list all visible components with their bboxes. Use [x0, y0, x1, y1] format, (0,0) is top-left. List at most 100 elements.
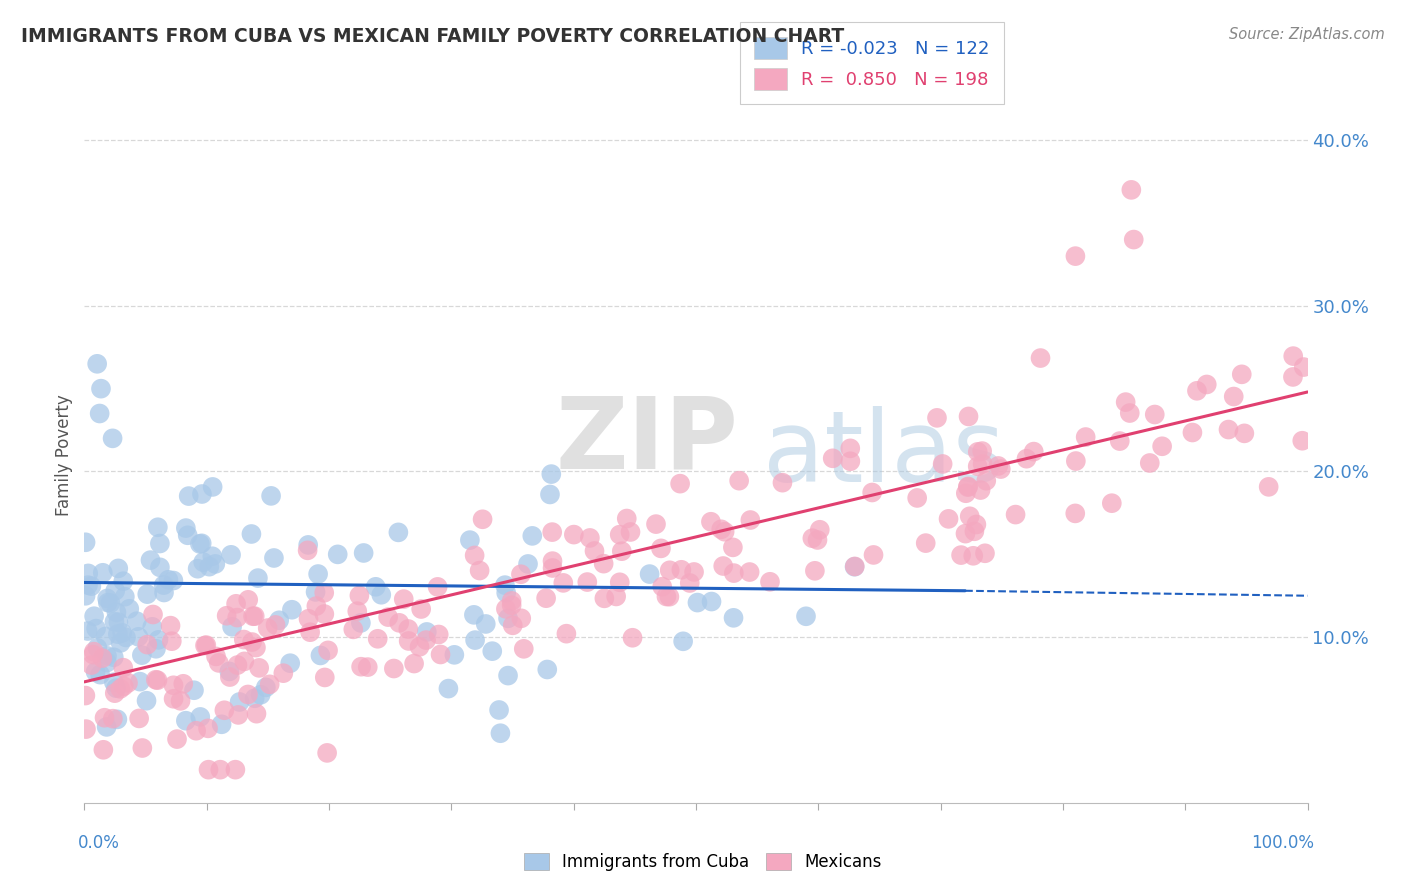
- Point: [481, 644, 503, 658]
- Point: [1181, 425, 1204, 440]
- Point: [510, 611, 533, 625]
- Point: [370, 588, 392, 602]
- Point: [218, 665, 240, 679]
- Point: [190, 536, 212, 550]
- Point: [1218, 423, 1240, 437]
- Point: [75, 722, 97, 736]
- Point: [281, 603, 304, 617]
- Point: [1108, 434, 1130, 448]
- Point: [1282, 370, 1305, 384]
- Point: [669, 476, 692, 491]
- Point: [1115, 395, 1137, 409]
- Point: [245, 706, 267, 721]
- Point: [226, 658, 249, 673]
- Point: [592, 557, 614, 571]
- Point: [655, 590, 678, 604]
- Point: [357, 660, 380, 674]
- Point: [186, 723, 208, 738]
- Point: [191, 487, 214, 501]
- Point: [388, 615, 411, 630]
- Point: [233, 654, 256, 668]
- Point: [100, 596, 122, 610]
- Point: [1292, 359, 1315, 374]
- Point: [721, 541, 744, 555]
- Point: [1185, 384, 1208, 398]
- Point: [974, 546, 997, 560]
- Point: [157, 573, 180, 587]
- Point: [103, 650, 125, 665]
- Point: [91, 651, 114, 665]
- Point: [541, 554, 564, 568]
- Point: [501, 594, 523, 608]
- Point: [1015, 451, 1038, 466]
- Point: [103, 675, 125, 690]
- Point: [86, 640, 108, 655]
- Point: [136, 638, 159, 652]
- Point: [672, 634, 695, 648]
- Point: [226, 610, 249, 624]
- Point: [987, 458, 1010, 473]
- Point: [801, 531, 824, 545]
- Legend: R = -0.023   N = 122, R =  0.850   N = 198: R = -0.023 N = 122, R = 0.850 N = 198: [740, 22, 1004, 104]
- Point: [112, 661, 135, 675]
- Point: [416, 624, 439, 639]
- Point: [243, 609, 266, 624]
- Point: [502, 618, 524, 632]
- Point: [149, 536, 172, 550]
- Point: [938, 512, 960, 526]
- Point: [174, 521, 197, 535]
- Point: [104, 686, 127, 700]
- Point: [224, 763, 246, 777]
- Point: [75, 589, 97, 603]
- Point: [350, 659, 373, 673]
- Point: [83, 609, 105, 624]
- Point: [972, 444, 994, 458]
- Point: [129, 674, 152, 689]
- Point: [808, 523, 831, 537]
- Point: [650, 541, 672, 556]
- Point: [1022, 444, 1045, 458]
- Text: 100.0%: 100.0%: [1251, 834, 1313, 852]
- Point: [471, 512, 494, 526]
- Point: [962, 549, 984, 563]
- Point: [214, 703, 236, 717]
- Point: [844, 559, 866, 574]
- Point: [593, 591, 616, 606]
- Point: [686, 596, 709, 610]
- Point: [772, 475, 794, 490]
- Point: [111, 625, 134, 640]
- Point: [541, 525, 564, 540]
- Point: [562, 527, 585, 541]
- Point: [169, 694, 191, 708]
- Point: [162, 574, 184, 588]
- Point: [172, 677, 194, 691]
- Point: [1029, 351, 1052, 365]
- Point: [236, 688, 259, 702]
- Point: [426, 580, 449, 594]
- Point: [839, 442, 862, 456]
- Point: [146, 673, 169, 688]
- Text: Source: ZipAtlas.com: Source: ZipAtlas.com: [1229, 27, 1385, 42]
- Point: [839, 454, 862, 468]
- Point: [309, 648, 332, 663]
- Point: [201, 480, 224, 494]
- Point: [1122, 233, 1144, 247]
- Point: [658, 590, 681, 604]
- Point: [314, 607, 336, 621]
- Point: [517, 557, 540, 571]
- Point: [297, 538, 319, 552]
- Point: [377, 610, 399, 624]
- Point: [145, 673, 167, 687]
- Point: [136, 587, 159, 601]
- Point: [242, 609, 264, 624]
- Point: [77, 566, 100, 581]
- Point: [495, 602, 517, 616]
- Point: [950, 548, 973, 562]
- Point: [738, 565, 761, 579]
- Point: [411, 602, 433, 616]
- Point: [610, 544, 633, 558]
- Point: [201, 549, 224, 564]
- Point: [364, 580, 387, 594]
- Point: [166, 732, 188, 747]
- Point: [82, 648, 104, 662]
